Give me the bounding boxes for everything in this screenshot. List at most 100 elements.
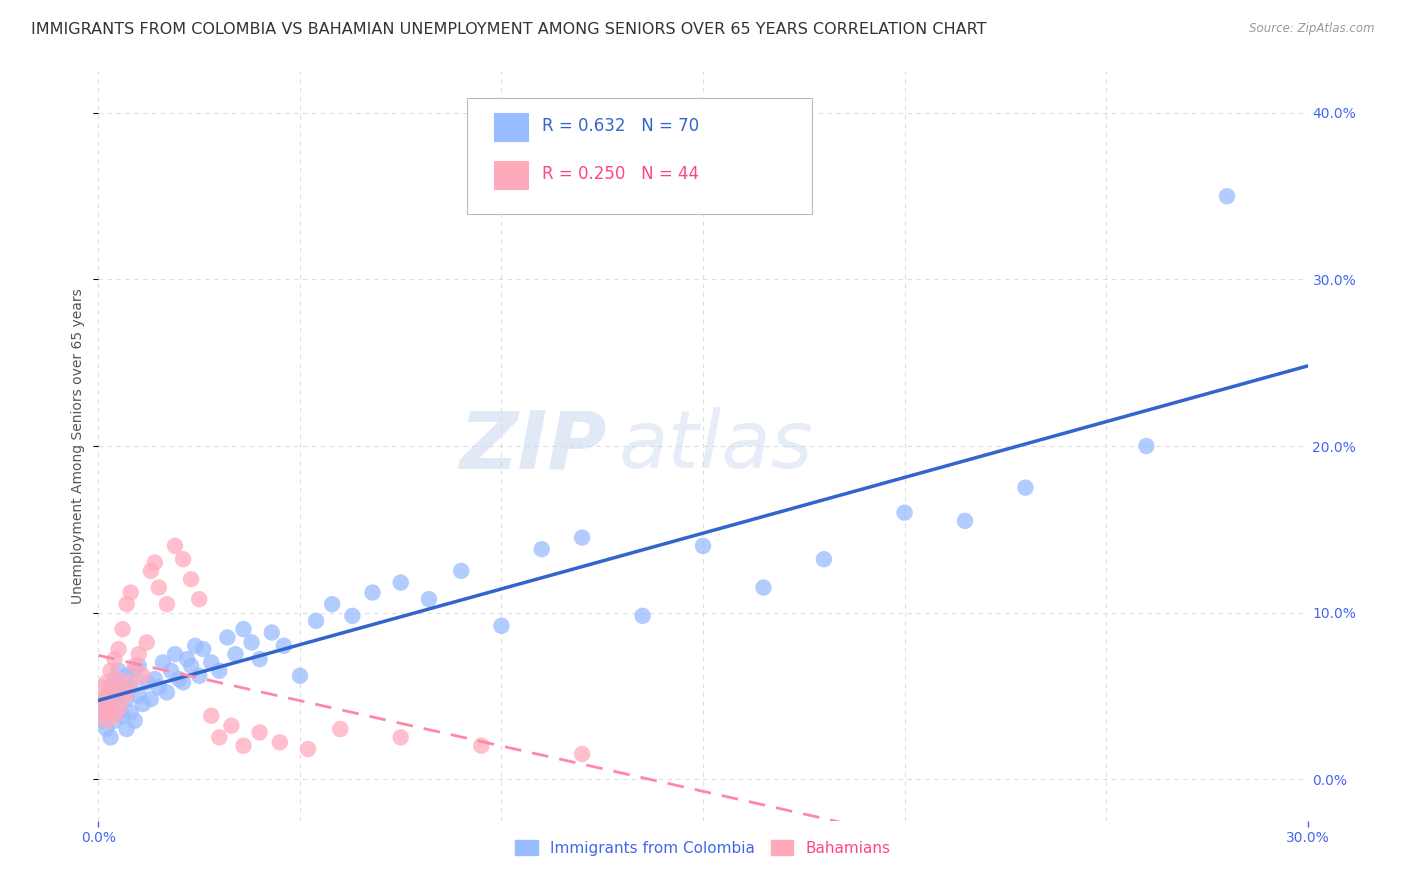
Point bbox=[180, 572, 202, 586]
Point bbox=[491, 619, 513, 633]
Point bbox=[96, 697, 118, 711]
Point bbox=[96, 714, 118, 728]
Point bbox=[115, 685, 138, 699]
Point bbox=[288, 669, 311, 683]
Point bbox=[128, 647, 150, 661]
Point bbox=[107, 685, 129, 699]
Point bbox=[128, 658, 150, 673]
Point bbox=[571, 531, 593, 545]
Point bbox=[249, 725, 271, 739]
Point bbox=[631, 608, 654, 623]
Point bbox=[96, 689, 118, 703]
Point bbox=[107, 664, 129, 678]
Point bbox=[91, 706, 114, 720]
Point bbox=[156, 685, 179, 699]
Point bbox=[232, 622, 254, 636]
Point bbox=[91, 714, 114, 728]
Point bbox=[297, 742, 319, 756]
Point bbox=[107, 642, 129, 657]
Point bbox=[103, 681, 125, 695]
Point bbox=[156, 597, 179, 611]
Point bbox=[305, 614, 328, 628]
Point bbox=[103, 692, 125, 706]
Point bbox=[470, 739, 492, 753]
Point bbox=[208, 664, 231, 678]
Point bbox=[269, 735, 291, 749]
Point bbox=[135, 635, 157, 649]
Point bbox=[692, 539, 714, 553]
Point bbox=[160, 664, 183, 678]
Point bbox=[172, 552, 194, 566]
FancyBboxPatch shape bbox=[494, 112, 527, 141]
Point bbox=[124, 664, 146, 678]
Point bbox=[100, 685, 122, 699]
Text: IMMIGRANTS FROM COLOMBIA VS BAHAMIAN UNEMPLOYMENT AMONG SENIORS OVER 65 YEARS CO: IMMIGRANTS FROM COLOMBIA VS BAHAMIAN UNE… bbox=[31, 22, 987, 37]
Point bbox=[100, 706, 122, 720]
Point bbox=[1135, 439, 1157, 453]
Text: atlas: atlas bbox=[619, 407, 813, 485]
Point bbox=[571, 747, 593, 761]
Point bbox=[111, 708, 134, 723]
Point bbox=[128, 689, 150, 703]
Point bbox=[124, 714, 146, 728]
Point bbox=[143, 556, 166, 570]
Point bbox=[321, 597, 343, 611]
Text: ZIP: ZIP bbox=[458, 407, 606, 485]
Point bbox=[111, 692, 134, 706]
Point bbox=[180, 658, 202, 673]
Point bbox=[217, 631, 239, 645]
Point bbox=[148, 681, 170, 695]
Point bbox=[163, 647, 186, 661]
Point bbox=[107, 706, 129, 720]
Point bbox=[100, 681, 122, 695]
Point bbox=[107, 702, 129, 716]
Point bbox=[100, 731, 122, 745]
Point bbox=[120, 706, 142, 720]
Point bbox=[329, 722, 352, 736]
Point bbox=[91, 697, 114, 711]
Point bbox=[143, 672, 166, 686]
Point bbox=[111, 681, 134, 695]
Point bbox=[91, 681, 114, 695]
Point bbox=[224, 647, 246, 661]
Point bbox=[139, 692, 162, 706]
Point bbox=[115, 597, 138, 611]
Point bbox=[221, 719, 243, 733]
Point bbox=[96, 675, 118, 690]
Point bbox=[1014, 481, 1036, 495]
Point bbox=[139, 564, 162, 578]
Point bbox=[752, 581, 775, 595]
Point bbox=[361, 585, 384, 599]
Point bbox=[163, 539, 186, 553]
Point bbox=[96, 706, 118, 720]
Point bbox=[232, 739, 254, 753]
Point bbox=[176, 652, 198, 666]
Point bbox=[249, 652, 271, 666]
Point bbox=[208, 731, 231, 745]
Point bbox=[103, 714, 125, 728]
Point bbox=[132, 669, 155, 683]
Point bbox=[132, 697, 155, 711]
Point bbox=[152, 656, 174, 670]
Point bbox=[120, 675, 142, 690]
FancyBboxPatch shape bbox=[494, 161, 527, 189]
Point bbox=[530, 542, 553, 557]
Point bbox=[103, 708, 125, 723]
Point bbox=[188, 592, 211, 607]
Point bbox=[103, 652, 125, 666]
Y-axis label: Unemployment Among Seniors over 65 years: Unemployment Among Seniors over 65 years bbox=[72, 288, 86, 604]
Point bbox=[135, 675, 157, 690]
Point bbox=[100, 697, 122, 711]
Point bbox=[389, 575, 412, 590]
Point bbox=[107, 672, 129, 686]
Text: R = 0.632   N = 70: R = 0.632 N = 70 bbox=[543, 117, 699, 135]
Point bbox=[273, 639, 295, 653]
Point bbox=[418, 592, 440, 607]
Point bbox=[953, 514, 976, 528]
Legend: Immigrants from Colombia, Bahamians: Immigrants from Colombia, Bahamians bbox=[509, 833, 897, 862]
Point bbox=[96, 722, 118, 736]
Point bbox=[103, 672, 125, 686]
Point bbox=[124, 658, 146, 673]
Text: Source: ZipAtlas.com: Source: ZipAtlas.com bbox=[1250, 22, 1375, 36]
Point bbox=[1216, 189, 1239, 203]
